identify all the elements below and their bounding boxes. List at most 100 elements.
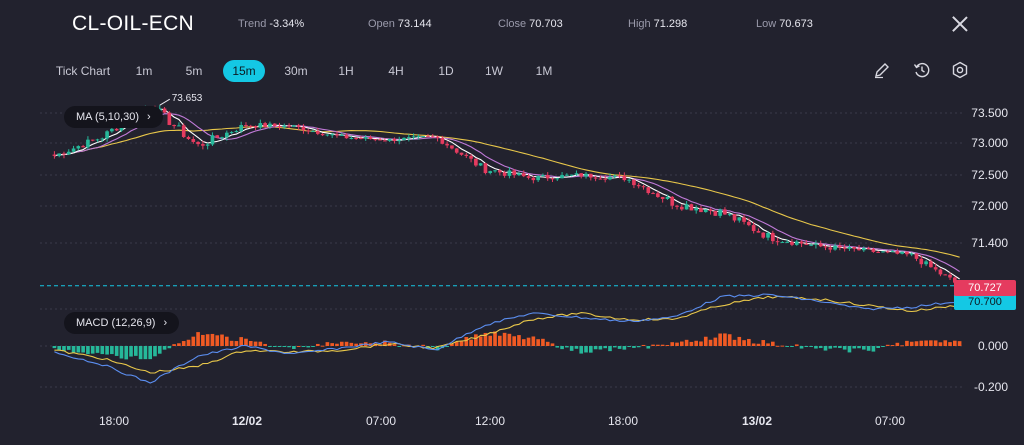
candle-body [62, 153, 66, 155]
macd-histogram-bar [445, 346, 449, 347]
candle-body [440, 138, 445, 144]
macd-histogram-bar [895, 342, 900, 346]
macd-histogram-bar [799, 346, 804, 349]
tick-chart-button[interactable]: Tick Chart [55, 64, 111, 78]
tf-1m-month[interactable]: 1M [535, 64, 553, 78]
open-stat: Open 73.144 [368, 18, 432, 30]
hidden-price-tag: 70.700 [954, 294, 1016, 310]
candle-body [392, 138, 397, 142]
macd-histogram-bar [248, 340, 253, 346]
tf-1d[interactable]: 1D [438, 64, 454, 78]
macd-histogram-bar [550, 343, 555, 346]
macd-histogram-bar [541, 338, 545, 346]
settings-icon[interactable] [950, 60, 970, 80]
candle-body [790, 241, 794, 245]
candle-body [292, 125, 296, 127]
candle-body [909, 253, 914, 255]
candle-body [244, 125, 248, 127]
candle-body [723, 209, 727, 215]
macd-histogram-bar [900, 345, 904, 347]
candle-body [435, 136, 440, 139]
macd-histogram-bar [703, 336, 708, 346]
candle-body [737, 217, 742, 221]
macd-histogram-bar [924, 340, 928, 346]
macd-histogram-bar [656, 344, 660, 346]
candle-body [809, 244, 813, 246]
candle-body [373, 139, 378, 141]
candle-body [852, 246, 857, 249]
macd-histogram-bar [929, 340, 933, 346]
candle-body [799, 241, 804, 244]
pencil-icon[interactable] [872, 60, 892, 80]
close-value: 70.703 [529, 18, 563, 30]
macd-histogram-bar [632, 346, 636, 348]
candle-body [885, 251, 890, 253]
candle-body [703, 209, 708, 213]
candle-body [469, 155, 473, 159]
tf-1h[interactable]: 1H [338, 64, 354, 78]
candle-body [665, 196, 670, 199]
candle-body [474, 158, 478, 166]
candle-body [167, 112, 172, 125]
candle-body [732, 214, 737, 221]
candle-body [421, 136, 426, 138]
candle-body [675, 205, 679, 207]
candle-body [258, 123, 263, 128]
macd-histogram-bar [224, 336, 229, 346]
x-tick-label: 07:00 [875, 414, 905, 428]
macd-histogram-bar [828, 346, 833, 349]
ma30-line [54, 126, 960, 258]
candle-body [52, 154, 57, 156]
candle-body [660, 196, 665, 199]
close-icon[interactable] [948, 12, 972, 36]
chevron-right-icon: › [146, 111, 151, 123]
macd-indicator-pill[interactable]: MACD (12,26,9) › [64, 312, 180, 334]
macd-histogram-bar [287, 346, 291, 348]
macd-histogram-bar [842, 346, 847, 350]
tf-1w[interactable]: 1W [485, 64, 503, 78]
ma-indicator-pill[interactable]: MA (5,10,30) › [64, 106, 163, 128]
macd-histogram-bar [526, 337, 531, 346]
candle-body [406, 137, 411, 139]
tf-15m[interactable]: 15m [223, 60, 265, 82]
macd-histogram-bar [723, 333, 727, 346]
candle-body [814, 243, 818, 245]
candle-body [929, 261, 933, 268]
trend-label: Trend [238, 18, 267, 30]
macd-histogram-bar [253, 341, 258, 346]
tf-5m[interactable]: 5m [185, 64, 203, 78]
candle-body [210, 135, 215, 145]
chart-area[interactable]: 73.500 73.000 72.500 72.000 71.400 0.000 -0.20… [0, 90, 1024, 445]
candle-body [804, 243, 809, 245]
macd-histogram-bar [502, 332, 507, 346]
candle-body [186, 136, 191, 139]
macd-histogram-bar [579, 346, 584, 354]
tf-30m[interactable]: 30m [284, 64, 308, 78]
macd-histogram-bar [852, 346, 857, 349]
candle-body [550, 178, 555, 180]
candle-body [512, 170, 517, 176]
macd-histogram-bar [574, 346, 579, 349]
candle-body [282, 125, 287, 128]
tf-4h[interactable]: 4H [388, 64, 404, 78]
candle-body [507, 170, 512, 176]
tf-1m[interactable]: 1m [135, 64, 153, 78]
candle-body [86, 139, 90, 148]
high-stat: High 71.298 [628, 18, 687, 30]
candle-body [871, 249, 876, 252]
candle-body [311, 131, 315, 133]
ma5-line [54, 108, 960, 280]
macd-histogram-bar [191, 336, 196, 346]
history-icon[interactable] [912, 60, 932, 80]
macd-histogram-bar [62, 346, 66, 352]
macd-histogram-bar [124, 346, 129, 360]
candle-body [95, 139, 100, 141]
candle-body [100, 138, 105, 140]
macd-histogram-bar [881, 346, 885, 347]
candle-body [608, 176, 612, 180]
macd-histogram-bar [220, 334, 224, 346]
candle-body [622, 175, 627, 181]
macd-histogram-bar [684, 339, 689, 346]
macd-histogram-bar [588, 346, 593, 353]
candle-body [493, 170, 497, 172]
